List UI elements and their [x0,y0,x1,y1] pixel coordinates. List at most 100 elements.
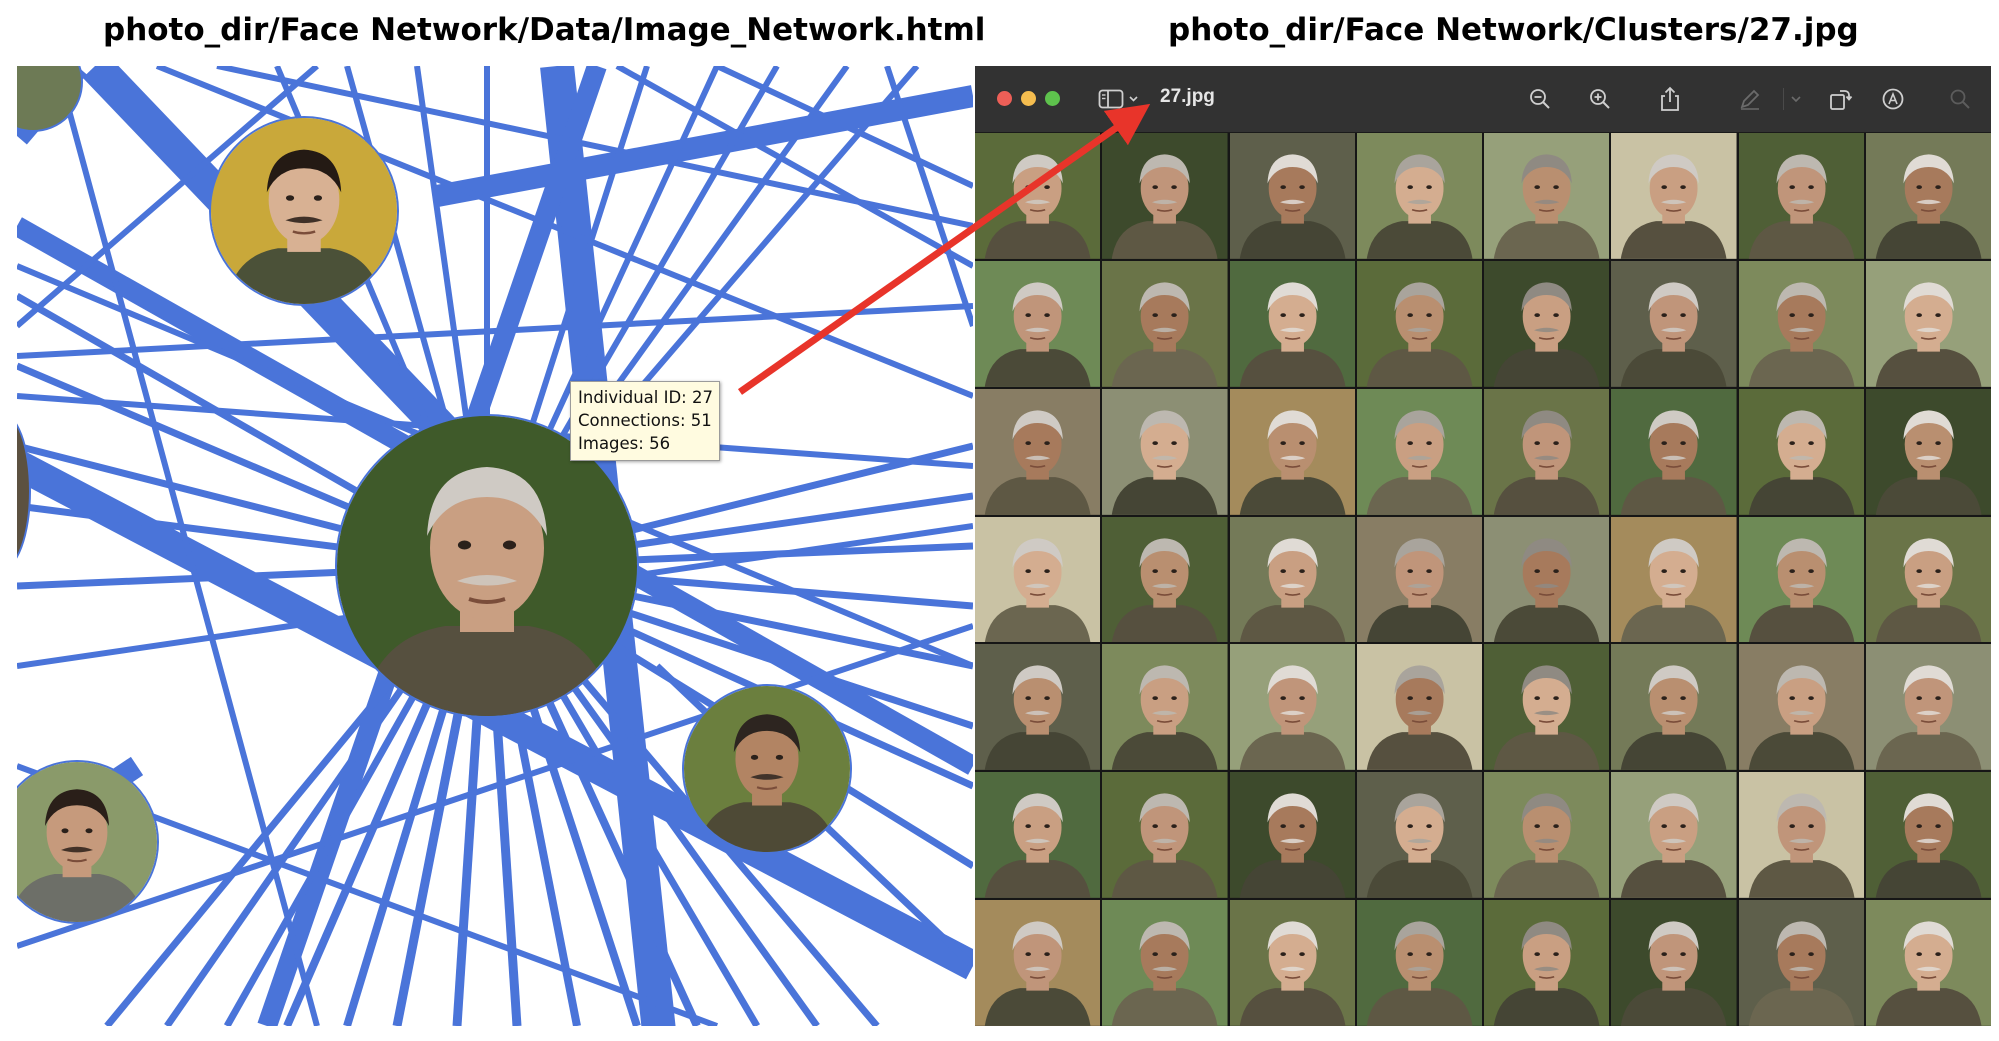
face-thumbnail[interactable] [1611,516,1737,643]
face-thumbnail[interactable] [1102,388,1228,515]
face-thumbnail[interactable] [1102,133,1228,259]
face-photo [1865,388,1991,515]
face-thumbnail[interactable] [1229,644,1355,771]
face-thumbnail[interactable] [1484,133,1610,259]
face-thumbnail[interactable] [1102,516,1228,643]
face-photo [1102,133,1228,259]
face-thumbnail[interactable] [975,388,1101,515]
face-thumbnail[interactable] [1865,772,1991,899]
face-thumbnail[interactable] [1738,900,1864,1026]
face-thumbnail[interactable] [975,260,1101,387]
face-thumbnail[interactable] [1229,133,1355,259]
face-thumbnail[interactable] [1611,900,1737,1026]
face-thumbnail[interactable] [1738,516,1864,643]
face-thumbnail[interactable] [1738,388,1864,515]
face-photo [1229,644,1355,771]
face-thumbnail[interactable] [1865,516,1991,643]
face-thumbnail[interactable] [1356,388,1482,515]
face-thumbnail[interactable] [1738,644,1864,771]
share-button[interactable] [1655,84,1685,114]
face-thumbnail[interactable] [1738,260,1864,387]
search-icon [1950,89,1970,109]
man-node-portrait [684,686,850,852]
face-photo [1102,388,1228,515]
face-photo [975,644,1101,771]
face-thumbnail[interactable] [975,772,1101,899]
minimize-window-icon[interactable] [1021,91,1036,106]
network-edge [17,66,319,329]
face-photo [1611,772,1737,899]
markup-pen-button[interactable] [1735,84,1765,114]
face-thumbnail[interactable] [1356,260,1482,387]
left-caption: photo_dir/Face Network/Data/Image_Networ… [103,12,986,48]
rotate-button[interactable] [1825,84,1855,114]
search-button[interactable] [1945,84,1975,114]
face-thumbnail[interactable] [1865,260,1991,387]
face-thumbnail[interactable] [1102,772,1228,899]
central-node-portrait [337,416,637,716]
face-thumbnail[interactable] [1356,772,1482,899]
face-thumbnail[interactable] [1484,772,1610,899]
face-thumbnail[interactable] [1102,900,1228,1026]
face-thumbnail[interactable] [1229,260,1355,387]
woman-node-portrait [211,118,397,304]
sidebar-toggle-icon [1098,89,1138,109]
face-thumbnail[interactable] [975,133,1101,259]
face-thumbnail[interactable] [1484,260,1610,387]
face-photo [1738,388,1864,515]
face-thumbnail[interactable] [1356,900,1482,1026]
face-thumbnail[interactable] [1865,133,1991,259]
face-thumbnail[interactable] [1102,644,1228,771]
face-thumbnail[interactable] [1356,644,1482,771]
close-window-icon[interactable] [997,91,1012,106]
man-node[interactable] [682,684,852,854]
face-thumbnail[interactable] [1738,772,1864,899]
face-photo [1611,900,1737,1026]
face-thumbnail[interactable] [975,900,1101,1026]
face-thumbnail[interactable] [1611,644,1737,771]
sidebar-toggle-button[interactable] [1097,84,1143,114]
face-photo [1229,133,1355,259]
face-thumbnail[interactable] [1484,388,1610,515]
markup-dropdown-button[interactable] [1787,84,1805,114]
face-thumbnail[interactable] [1229,388,1355,515]
image-grid[interactable] [975,133,1991,1026]
toolbar-separator [1783,88,1784,110]
face-photo [1356,388,1482,515]
preview-window: 27.jpg [975,66,1991,1026]
face-thumbnail[interactable] [1865,900,1991,1026]
face-thumbnail[interactable] [1229,900,1355,1026]
network-graph-panel[interactable]: Individual ID: 27 Connections: 51 Images… [17,66,973,1026]
face-thumbnail[interactable] [1865,388,1991,515]
face-thumbnail[interactable] [1484,900,1610,1026]
face-thumbnail[interactable] [1229,516,1355,643]
face-thumbnail[interactable] [1865,644,1991,771]
face-thumbnail[interactable] [1484,644,1610,771]
face-thumbnail[interactable] [975,644,1101,771]
zoom-in-button[interactable] [1585,84,1615,114]
face-thumbnail[interactable] [1611,133,1737,259]
face-thumbnail[interactable] [1484,516,1610,643]
network-edge [17,623,973,949]
face-thumbnail[interactable] [1611,772,1737,899]
zoom-out-button[interactable] [1525,84,1555,114]
woman2-node[interactable] [17,760,159,924]
network-edge [54,66,320,1026]
fullscreen-window-icon[interactable] [1045,91,1060,106]
face-photo [975,133,1101,259]
central-node[interactable] [335,414,639,718]
zoom-in-icon [1590,89,1610,109]
face-thumbnail[interactable] [975,516,1101,643]
face-photo [1865,644,1991,771]
face-thumbnail[interactable] [1611,388,1737,515]
face-photo [1611,133,1737,259]
markup-button[interactable] [1878,84,1908,114]
face-thumbnail[interactable] [1356,133,1482,259]
face-photo [1611,260,1737,387]
face-thumbnail[interactable] [1356,516,1482,643]
face-thumbnail[interactable] [1738,133,1864,259]
face-thumbnail[interactable] [1102,260,1228,387]
face-thumbnail[interactable] [1229,772,1355,899]
woman-node[interactable] [209,116,399,306]
face-thumbnail[interactable] [1611,260,1737,387]
